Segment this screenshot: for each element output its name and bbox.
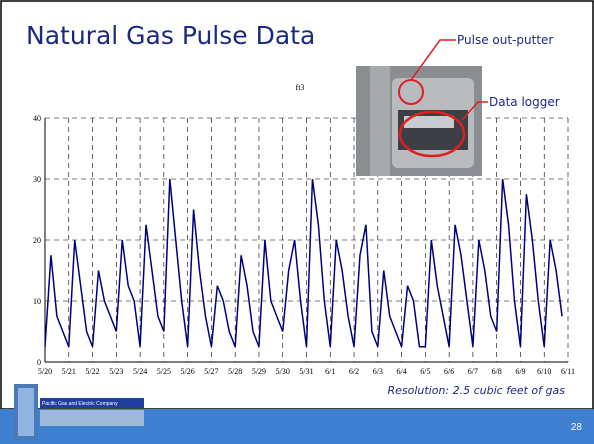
slide-title: Natural Gas Pulse Data — [26, 21, 315, 50]
x-tick-label: 6/10 — [537, 367, 551, 376]
annotation: Data logger — [489, 95, 560, 109]
y-axis-label: ft3 — [296, 83, 305, 92]
x-tick-label: 5/20 — [38, 367, 52, 376]
data-line — [44, 178, 563, 348]
x-tick-label: 5/21 — [62, 367, 76, 376]
x-tick-label: 6/8 — [492, 367, 502, 376]
x-tick-label: 6/3 — [373, 367, 383, 376]
logo-text: Pacific Gas and Electric Company — [42, 401, 118, 407]
x-tick-label: 6/7 — [468, 367, 478, 376]
x-tick-label: 5/30 — [276, 367, 290, 376]
x-tick-label: 6/1 — [325, 367, 335, 376]
x-tick-label: 6/5 — [420, 367, 430, 376]
y-tick-label: 30 — [33, 175, 41, 184]
callout-line — [410, 39, 456, 81]
x-tick-label: 5/28 — [228, 367, 242, 376]
x-tick-label: 6/6 — [444, 367, 454, 376]
callout-line — [461, 101, 488, 121]
annotation: Pulse out-putter — [457, 33, 553, 47]
frame — [0, 0, 594, 410]
x-tick-label: 6/2 — [349, 367, 359, 376]
logo: Pacific Gas and Electric Company — [14, 384, 144, 440]
y-tick-label: 0 — [37, 358, 41, 367]
x-tick-label: 5/23 — [109, 367, 123, 376]
x-tick-label: 5/27 — [204, 367, 218, 376]
plot: 0 10 20 30 40 5/20 5/21 5/22 5/23 5/24 5/25 5/26 5/2… — [33, 114, 575, 376]
x-tick-label: 5/31 — [299, 367, 313, 376]
annotation: Resolution: 2.5 cubic feet of gas — [387, 384, 565, 397]
x-tick-label: 5/22 — [85, 367, 99, 376]
x-tick-label: 5/29 — [252, 367, 266, 376]
y-tick-label: 40 — [33, 114, 41, 123]
x-tick-label: 6/4 — [396, 367, 406, 376]
y-tick-label: 20 — [33, 236, 41, 245]
page-number: 28 — [571, 422, 583, 433]
x-tick-label: 6/9 — [515, 367, 525, 376]
x-tick-label: 5/24 — [133, 367, 147, 376]
photo — [356, 66, 482, 176]
x-tick-label: 6/11 — [561, 367, 575, 376]
x-tick-label: 5/25 — [157, 367, 171, 376]
x-tick-label: 5/26 — [181, 367, 195, 376]
y-tick-label: 10 — [33, 297, 41, 306]
